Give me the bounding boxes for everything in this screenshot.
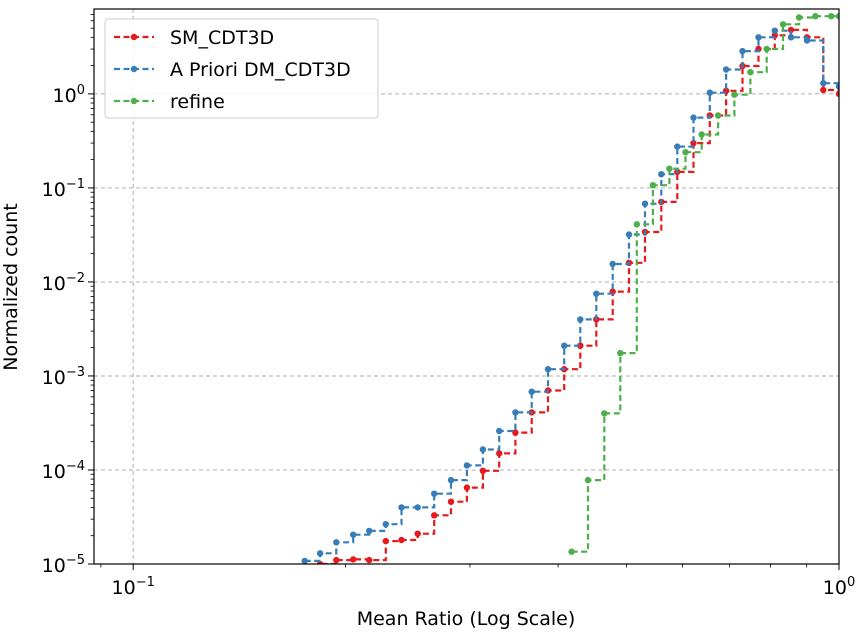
data-point bbox=[690, 114, 697, 121]
data-point bbox=[398, 504, 405, 511]
data-point bbox=[316, 550, 324, 557]
data-point bbox=[682, 149, 689, 156]
data-point bbox=[625, 231, 633, 238]
data-point bbox=[544, 366, 552, 373]
data-point bbox=[528, 388, 535, 395]
data-point bbox=[496, 427, 503, 435]
data-point bbox=[803, 37, 811, 44]
data-point bbox=[633, 221, 640, 228]
data-point bbox=[301, 557, 308, 564]
data-point bbox=[568, 548, 575, 555]
legend-label: SM_CDT3D bbox=[170, 27, 274, 49]
y-tick-label: 10−2 bbox=[42, 271, 85, 295]
data-point bbox=[463, 484, 471, 491]
data-point bbox=[414, 504, 421, 511]
data-point bbox=[593, 290, 600, 297]
data-point bbox=[366, 527, 373, 535]
data-point bbox=[828, 13, 835, 20]
data-point bbox=[649, 182, 657, 189]
data-point bbox=[771, 27, 778, 34]
data-point bbox=[755, 34, 762, 41]
series-group bbox=[301, 13, 839, 564]
data-point bbox=[747, 69, 754, 76]
data-point bbox=[577, 342, 584, 349]
data-point bbox=[431, 512, 438, 519]
data-point bbox=[577, 316, 584, 323]
y-tick-label: 10−4 bbox=[42, 459, 85, 483]
data-point bbox=[698, 131, 705, 138]
data-point bbox=[714, 112, 722, 119]
legend-marker bbox=[130, 65, 138, 73]
x-tick-label: 10−1 bbox=[112, 575, 155, 599]
legend-box bbox=[104, 18, 379, 119]
data-point bbox=[479, 467, 487, 474]
data-point bbox=[414, 530, 421, 537]
data-point bbox=[820, 80, 827, 87]
data-point bbox=[787, 34, 795, 41]
series-layer bbox=[301, 13, 839, 564]
ticks: 10−1 100 10−5 10−4 10−3 10−2 10−1 100 bbox=[42, 14, 855, 599]
data-point bbox=[795, 14, 803, 21]
legend-label: A Priori DM_CDT3D bbox=[170, 59, 351, 81]
y-tick-label: 10−1 bbox=[42, 177, 85, 201]
data-point bbox=[674, 143, 681, 150]
data-point bbox=[382, 521, 389, 528]
data-point bbox=[512, 409, 519, 416]
data-point bbox=[350, 531, 357, 538]
data-point bbox=[739, 47, 746, 55]
data-point bbox=[333, 556, 340, 564]
data-point bbox=[779, 21, 787, 28]
legend-marker bbox=[130, 33, 138, 41]
data-point bbox=[609, 260, 616, 268]
data-point bbox=[641, 200, 649, 207]
data-point bbox=[447, 498, 455, 505]
x-tick-label: 100 bbox=[823, 575, 855, 599]
y-axis-label: Normalized count bbox=[0, 203, 22, 370]
data-point bbox=[496, 450, 503, 457]
data-point bbox=[666, 165, 673, 172]
legend-marker bbox=[130, 97, 138, 105]
data-point bbox=[763, 45, 770, 53]
legend-label: refine bbox=[170, 91, 225, 113]
y-tick-label: 10−3 bbox=[42, 365, 85, 389]
series-line-1 bbox=[304, 29, 839, 562]
data-point bbox=[561, 342, 568, 349]
data-point bbox=[463, 462, 471, 469]
data-point bbox=[835, 90, 839, 98]
y-tick-label: 100 bbox=[53, 83, 85, 107]
data-point bbox=[382, 537, 389, 545]
data-point bbox=[366, 556, 373, 564]
data-point bbox=[820, 86, 827, 94]
y-tick-label: 10−5 bbox=[42, 553, 85, 577]
data-point bbox=[333, 539, 340, 546]
data-point bbox=[706, 89, 713, 96]
data-point bbox=[447, 476, 455, 484]
data-point bbox=[787, 26, 795, 34]
data-point bbox=[584, 476, 592, 484]
data-point bbox=[722, 66, 730, 73]
data-point bbox=[350, 556, 357, 563]
data-point bbox=[431, 490, 438, 497]
x-axis-label: Mean Ratio (Log Scale) bbox=[357, 608, 576, 630]
data-point bbox=[479, 446, 487, 453]
data-point bbox=[398, 536, 405, 544]
data-point bbox=[835, 83, 839, 90]
data-point bbox=[731, 91, 738, 98]
data-point bbox=[617, 349, 624, 357]
data-point bbox=[812, 13, 819, 20]
data-point bbox=[690, 139, 697, 147]
data-point bbox=[601, 410, 608, 417]
data-point bbox=[512, 429, 519, 436]
data-point bbox=[835, 13, 839, 20]
data-point bbox=[658, 171, 665, 178]
